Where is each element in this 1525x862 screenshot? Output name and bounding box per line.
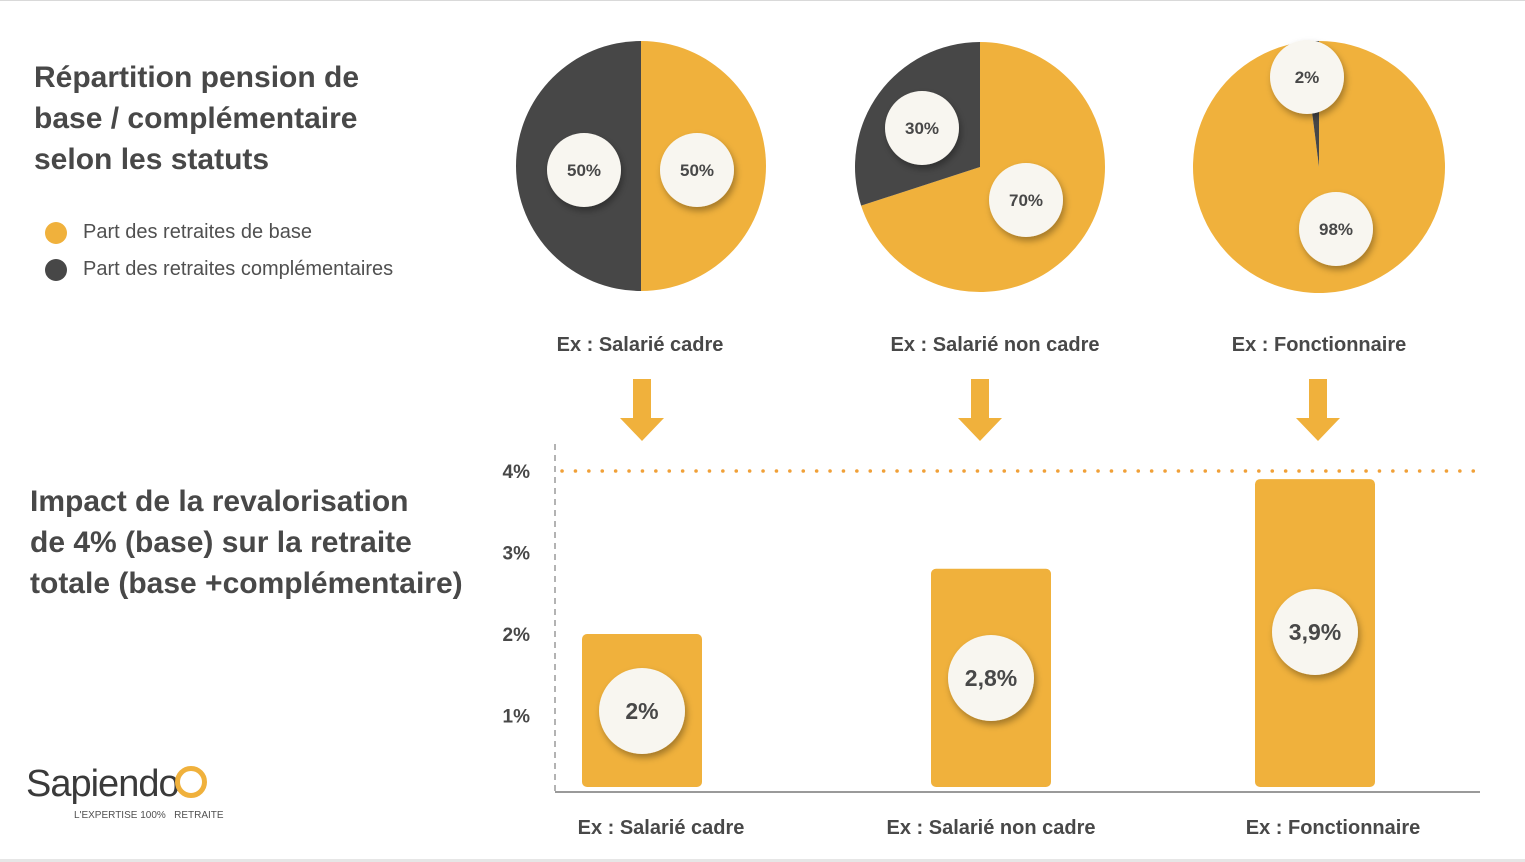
bar-data-label-bubble bbox=[948, 635, 1034, 721]
down-arrow-icon bbox=[620, 379, 664, 441]
bar-data-label-bubble bbox=[1272, 589, 1358, 675]
legend-label-complementary: Part des retraites complémentaires bbox=[83, 258, 394, 280]
legend-item-complementary: Part des retraites complémentaires bbox=[45, 251, 393, 288]
pie-category-label: Ex : Fonctionnaire bbox=[1232, 334, 1406, 356]
pie-chart-ex-fonctionnaire: 98% 2% Ex : Fonctionnaire bbox=[1193, 40, 1445, 356]
bar-data-label: 2% bbox=[625, 698, 658, 724]
legend-item-base: Part des retraites de base bbox=[45, 214, 393, 251]
pie-category-label: Ex : Salarié non cadre bbox=[891, 334, 1100, 356]
bar-section-title: Impact de la revalorisation de 4% (base)… bbox=[30, 485, 463, 600]
y-tick-label: 4% bbox=[503, 462, 531, 483]
pie-data-label-base: 70% bbox=[1009, 191, 1043, 210]
pie-chart-ex-salarie-non-cadre: 70% 30% Ex : Salarié non cadre bbox=[855, 42, 1105, 356]
pie-data-label-base-bubble bbox=[1299, 192, 1373, 266]
pie-data-label-base: 50% bbox=[680, 161, 714, 180]
logo-tagline: L'EXPERTISE 100% RETRAITE bbox=[74, 810, 224, 821]
bar-data-label: 2,8% bbox=[965, 665, 1017, 691]
sapiendo-logo: Sapiendo L'EXPERTISE 100% RETRAITE bbox=[26, 762, 226, 821]
pie-data-label-complementary-bubble bbox=[1270, 40, 1344, 114]
pie-data-label-complementary-bubble bbox=[885, 91, 959, 165]
legend-swatch-base bbox=[45, 221, 67, 244]
top-border bbox=[0, 0, 1525, 1]
down-arrow-icon bbox=[958, 379, 1002, 441]
pie-category-label: Ex : Salarié cadre bbox=[557, 334, 724, 356]
pie-data-label-base-bubble bbox=[989, 163, 1063, 237]
x-category-label: Ex : Salarié cadre bbox=[578, 817, 745, 839]
logo-wordmark: Sapiendo bbox=[26, 762, 226, 806]
legend: Part des retraites de base Part des retr… bbox=[45, 214, 393, 288]
pie-data-label-base: 98% bbox=[1319, 220, 1353, 239]
y-tick-label: 2% bbox=[503, 625, 531, 646]
y-tick-label: 1% bbox=[503, 707, 531, 728]
pie-data-label-base-bubble bbox=[660, 133, 734, 207]
logo-ring-icon bbox=[174, 766, 207, 798]
legend-label-base: Part des retraites de base bbox=[83, 221, 313, 243]
pie-chart-ex-salarie-cadre: 50% 50% Ex : Salarié cadre bbox=[516, 41, 766, 356]
bottom-border bbox=[0, 859, 1525, 862]
pie-data-label-complementary: 50% bbox=[567, 161, 601, 180]
legend-swatch-complementary bbox=[45, 258, 67, 281]
pie-data-label-complementary-bubble bbox=[547, 133, 621, 207]
x-category-label: Ex : Salarié non cadre bbox=[887, 817, 1096, 839]
y-tick-label: 3% bbox=[503, 544, 531, 565]
down-arrow-icon bbox=[1296, 379, 1340, 441]
x-category-label: Ex : Fonctionnaire bbox=[1246, 817, 1420, 839]
logo-text: Sapiendo bbox=[26, 763, 180, 805]
pie-section-title: Répartition pension de base / complément… bbox=[34, 61, 360, 176]
pie-data-label-complementary: 2% bbox=[1295, 68, 1320, 87]
bar-data-label: 3,9% bbox=[1289, 619, 1341, 645]
pie-data-label-complementary: 30% bbox=[905, 119, 939, 138]
bar-data-label-bubble bbox=[599, 668, 685, 754]
